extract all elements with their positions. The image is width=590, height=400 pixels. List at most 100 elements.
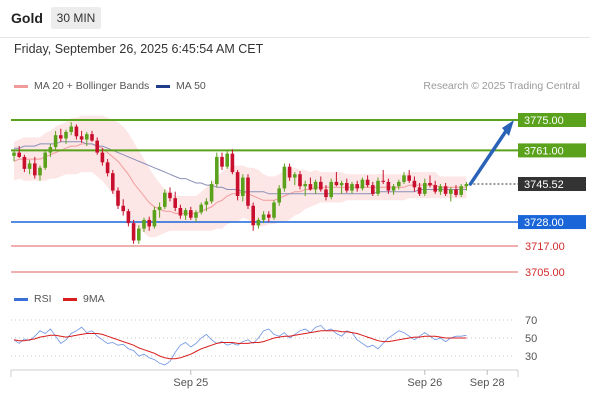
candle-body [79, 136, 84, 140]
legend-9ma-label: 9MA [83, 293, 105, 305]
candle-body [402, 175, 406, 182]
candle-body [235, 172, 240, 196]
candle-body [241, 177, 245, 196]
candle-body [381, 180, 385, 182]
candle-body [298, 174, 302, 187]
rsi-line [13, 324, 467, 366]
candle-body [277, 188, 281, 203]
x-tick-label: Sep 28 [470, 377, 505, 389]
timestamp: Friday, September 26, 2025 6:45:54 AM CE… [14, 42, 264, 56]
candle-body [43, 152, 47, 168]
timeframe-badge[interactable]: 30 MIN [51, 7, 101, 29]
last-price-tag [518, 177, 586, 192]
candle-body [22, 156, 27, 169]
candle-body [131, 223, 136, 241]
candle-body [142, 219, 146, 229]
candle-body [428, 182, 432, 186]
candle-body [308, 184, 313, 190]
support-label: 3705.00 [525, 267, 565, 279]
ma50-line [14, 141, 467, 195]
candle-body [85, 134, 89, 140]
candle-body [371, 185, 375, 194]
pivot-tag [518, 215, 586, 230]
legend-bollinger: MA 20 + Bollinger Bands [14, 80, 149, 92]
candle-body [90, 134, 94, 141]
candle-body [168, 192, 172, 199]
candle-body [204, 201, 209, 205]
legend-rsi: RSI [14, 293, 52, 305]
candle-body [449, 189, 453, 194]
candle-body [199, 204, 203, 213]
header-bar: Gold 30 MIN [0, 0, 590, 38]
candle-body [116, 190, 120, 206]
candle-body [183, 210, 188, 216]
resistance-tag [518, 143, 586, 158]
candle-body [293, 174, 297, 178]
candle-body [267, 214, 271, 218]
forecast-arrow-head-icon [502, 120, 514, 136]
resistance-tag-label: 3775.00 [524, 115, 564, 127]
rsi-9ma-line [13, 330, 467, 360]
candle-body [246, 177, 250, 206]
candle-body [329, 181, 333, 198]
candle-body [464, 184, 469, 187]
candle-body [163, 192, 167, 207]
instrument-name: Gold [11, 10, 43, 26]
rsi-swatch-icon [14, 297, 28, 301]
candle-body [209, 184, 214, 202]
bollinger-swatch-icon [14, 84, 28, 88]
candle-body [215, 156, 219, 185]
candle-body [178, 207, 183, 216]
legend-bollinger-label: MA 20 + Bollinger Bands [34, 80, 150, 92]
9ma-swatch-icon [63, 297, 77, 301]
candle-body [313, 181, 318, 190]
rsi-tick-label: 50 [525, 333, 537, 345]
candle-body [64, 131, 68, 139]
candle-body [121, 205, 125, 212]
candle-body [365, 179, 370, 186]
research-credit: Research © 2025 Trading Central [423, 80, 580, 92]
candle-body [423, 182, 427, 194]
x-tick-label: Sep 26 [407, 377, 442, 389]
candle-body [433, 185, 437, 192]
candle-body [303, 184, 307, 187]
candle-body [74, 126, 79, 137]
candle-body [38, 167, 42, 176]
candle-body [339, 182, 344, 186]
legend-ma50: MA 50 [156, 80, 206, 92]
last-price-label: 3745.52 [524, 179, 564, 191]
forecast-arrow-line [468, 129, 508, 186]
legend-rsi-label: RSI [34, 293, 52, 305]
ma50-swatch-icon [156, 84, 170, 88]
candle-body [230, 153, 235, 173]
candle-body [189, 210, 193, 218]
candle-body [59, 135, 63, 139]
candle-body [157, 206, 162, 211]
candle-body [48, 147, 53, 153]
candle-body [287, 166, 292, 178]
candle-body [319, 181, 323, 190]
candle-body [412, 180, 417, 188]
candle-body [350, 184, 354, 191]
candle-body [386, 181, 391, 191]
candle-body [33, 163, 37, 176]
candle-body [334, 181, 339, 186]
candle-body [454, 189, 458, 195]
candle-body [173, 198, 177, 208]
candle-body [282, 166, 287, 189]
candle-body [111, 173, 115, 191]
legend-ma50-label: MA 50 [176, 80, 206, 92]
candle-body [147, 219, 151, 227]
candle-body [225, 153, 229, 167]
support-label: 3717.00 [525, 241, 565, 253]
candle-body [69, 126, 73, 132]
candle-body [355, 184, 359, 189]
candle-body [95, 140, 99, 153]
resistance-tag [518, 113, 586, 127]
candle-body [417, 187, 422, 194]
candle-body [443, 186, 448, 194]
candle-body [53, 135, 58, 148]
candle-body [100, 152, 105, 163]
candle-body [360, 179, 365, 189]
